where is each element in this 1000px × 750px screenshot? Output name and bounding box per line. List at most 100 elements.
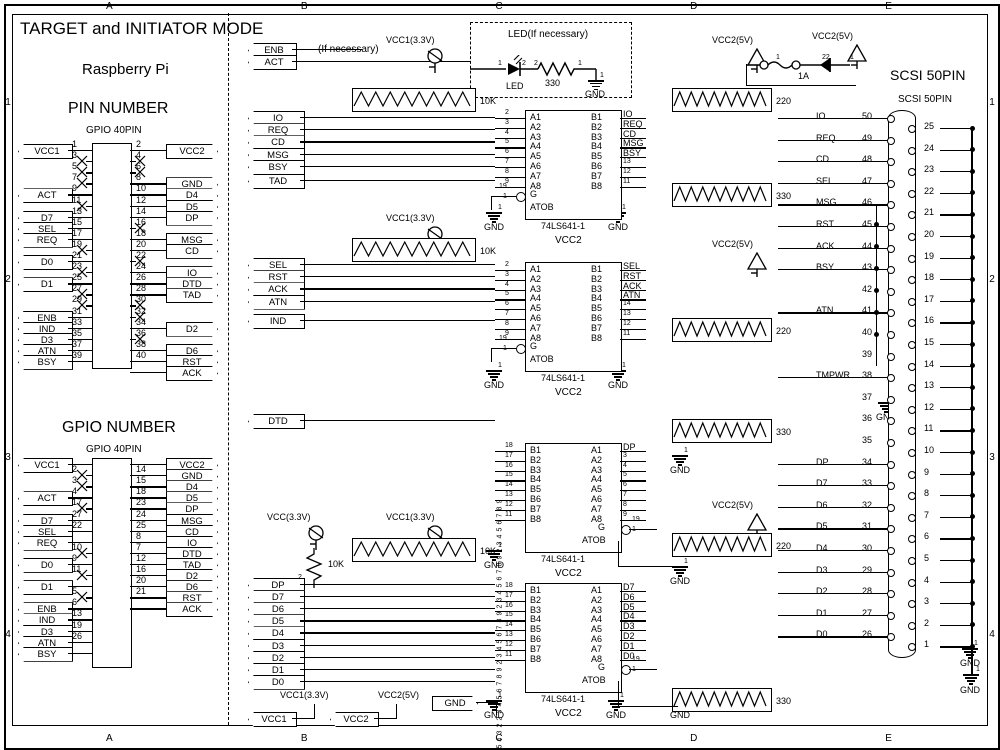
ic0-left-num-5: 7: [505, 158, 509, 165]
flag-dtd-DTD[interactable]: DTD: [248, 414, 305, 429]
gpio-number-left-flag-D1[interactable]: D1: [18, 580, 73, 596]
ic2-right-pin-A5: A5: [591, 484, 603, 495]
gnd-symbol-8-label: GND: [670, 710, 690, 720]
flag-bus2-ATN[interactable]: ATN: [248, 294, 305, 310]
ic3-left-num-4: 14: [505, 621, 513, 629]
pin-number-left-flag-BSY[interactable]: BSY: [18, 354, 73, 370]
pin-number-left-num-29: 29: [72, 294, 83, 305]
flag-bus2-wire-ATN: [300, 300, 495, 302]
pin-number-right-flag-D2[interactable]: D2: [166, 322, 218, 337]
pin-number-left-num-3: 3: [72, 150, 78, 161]
ic2-right-pin-A8: A8: [591, 513, 603, 524]
ic1-left-wire-2: [495, 289, 525, 291]
pin-number-right-wire-20: [130, 372, 166, 374]
pin-number-right-num-30: 30: [136, 294, 147, 305]
pin-number-right-flag-VCC2[interactable]: VCC2: [166, 144, 218, 159]
ic1-enable-pin: 19: [499, 335, 507, 342]
pin-number-right-flag-DP[interactable]: DP: [166, 211, 218, 226]
res330-pin-2: 2: [534, 60, 538, 67]
gpio-number-left-flag-BSY[interactable]: BSY: [18, 646, 73, 662]
connector-gndwire-4: [940, 214, 974, 216]
gpio-number-left-flag-VCC1[interactable]: VCC1: [18, 458, 73, 473]
diode-pin-1: 1: [850, 54, 854, 61]
pin-label: ATN: [37, 637, 57, 649]
ic-power-1: VCC2: [555, 387, 582, 398]
pin-number-right-flag-CD[interactable]: CD: [166, 244, 218, 259]
pin-label: DP: [185, 504, 199, 516]
gpio-number-left-flag-ACT[interactable]: ACT: [18, 491, 73, 507]
label-vcc1-legend: VCC1(3.3V): [280, 690, 329, 700]
connector-pinhole-L-42: [887, 287, 895, 296]
led-pin-2: 2: [522, 60, 526, 67]
pin-number-left-flag-D1[interactable]: D1: [18, 277, 73, 293]
pin-number-left-wire-8: [68, 238, 92, 241]
pin-label: IND: [38, 615, 56, 627]
ic1-right-wire-5: [620, 319, 646, 321]
connector-body: [888, 110, 916, 658]
header-body-pin-number: [92, 143, 132, 369]
connector-gndwire-2: [940, 171, 974, 173]
pin-number-left-wire-16: [68, 327, 92, 329]
flag-ind-IND[interactable]: IND: [248, 314, 305, 329]
pin-label: GND: [181, 471, 203, 483]
ic2-enable-label: G: [598, 522, 606, 532]
pin-number-left-wire-17: [68, 338, 92, 341]
pin-label: D7: [40, 515, 54, 527]
pin-label: RST: [182, 593, 202, 605]
ic-ref-1: 74LS641-1: [541, 373, 586, 383]
flag-bus1-BSY[interactable]: BSY: [248, 159, 305, 175]
pin-number-right-flag-TAD[interactable]: TAD: [166, 288, 218, 303]
grid-row-left-4: 4: [5, 629, 11, 641]
pin-number-right-flag-ACK[interactable]: ACK: [166, 366, 218, 381]
gpio-number-left-num-27: 27: [72, 508, 83, 519]
ic3-enable-label: G: [598, 662, 606, 672]
connector-pinnum-R-15: 15: [924, 337, 935, 347]
pin-number-left-nc-3: [76, 177, 88, 189]
connector-wire-50: [778, 118, 888, 120]
pin-number-left-flag-REQ[interactable]: REQ: [18, 232, 73, 248]
gpio-number-left-stub-10: [86, 575, 92, 577]
connector-pinnum-L-45: 45: [862, 219, 873, 229]
gnd-symbol-11-label: GND: [960, 658, 980, 668]
ic1-right-pin-B5: B5: [591, 303, 603, 314]
ic2-enable-wire: [629, 529, 657, 531]
grid-row-left-1: 1: [5, 96, 11, 108]
pin-number-left-flag-ACT[interactable]: ACT: [18, 188, 73, 204]
gpio-number-left-stub-1: [86, 475, 92, 477]
gpio-number-left-nc-8: [76, 547, 88, 559]
gnd-symbol-10-label: GND: [876, 412, 896, 422]
ic2-left-pin-B5: B5: [530, 484, 542, 495]
flag-label: D3: [271, 640, 285, 652]
gpio-number-left-flag-REQ[interactable]: REQ: [18, 535, 73, 551]
connector-pinnum-L-34: 34: [862, 456, 873, 467]
gpio-number-left-flag-D0[interactable]: D0: [18, 557, 73, 573]
flag-label: REQ: [267, 125, 289, 137]
connector-pinhole-R-5: [908, 557, 916, 565]
pin-number-right-num-24: 24: [136, 261, 147, 272]
ic1-left-wire-5: [495, 319, 525, 321]
ic0-left-num-6: 8: [505, 167, 509, 175]
connector-pinnum-L-41: 41: [862, 305, 873, 316]
connector-wire-41: [778, 312, 888, 314]
pin-number-left-flag-VCC1[interactable]: VCC1: [18, 144, 73, 159]
pin-number-left-flag-D0[interactable]: D0: [18, 255, 73, 270]
flag-vcc1-legend[interactable]: VCC1: [248, 712, 297, 727]
gpio-number-left-stub-4: [86, 508, 92, 510]
ic0-right-pin-B8: B8: [591, 180, 603, 191]
flag-bus3-D0[interactable]: D0: [248, 674, 305, 690]
connector-wire-47: [778, 182, 888, 185]
ic1-enable-bubble: [516, 344, 526, 354]
pin-number-right-num-8: 8: [136, 172, 142, 183]
flag-vcc2-legend[interactable]: VCC2: [330, 712, 379, 727]
flag-act[interactable]: ACT: [248, 55, 297, 70]
gpio-number-left-wire-5: [68, 519, 92, 521]
connector-signal-IO: IO: [816, 111, 826, 121]
ic1-left-num-6: 8: [505, 319, 509, 327]
gpio-number-right-flag-ACK[interactable]: ACK: [166, 602, 218, 617]
flag-gnd-legend[interactable]: GND: [432, 696, 478, 711]
ic2-left-num-1: 17: [505, 451, 513, 459]
flag-tad-TAD[interactable]: TAD: [248, 174, 305, 189]
respack-220-3-value: 220: [776, 541, 792, 551]
gnd-symbol-7-pin: 1: [620, 692, 624, 699]
ic3-right-pin-A4: A4: [591, 614, 603, 625]
